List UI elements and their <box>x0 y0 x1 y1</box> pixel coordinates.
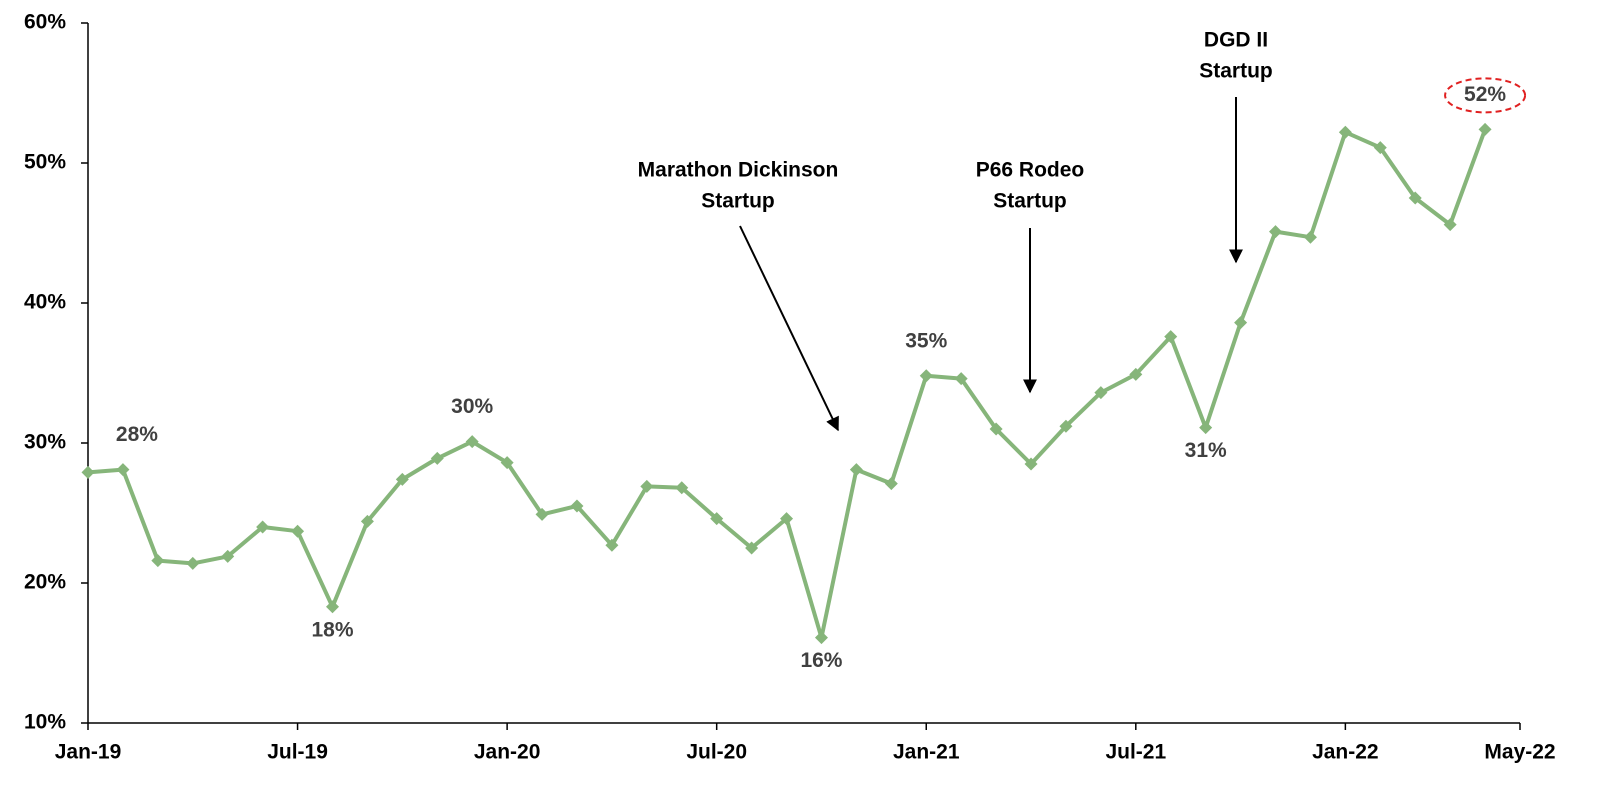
annotation-arrow <box>739 225 839 432</box>
data-point <box>1303 230 1317 244</box>
x-tick-label: Jan-19 <box>55 741 122 764</box>
data-label: 35% <box>905 329 947 352</box>
data-point <box>814 631 828 645</box>
data-point <box>745 541 759 555</box>
data-point <box>395 472 409 486</box>
data-point <box>430 451 444 465</box>
data-point <box>849 463 863 477</box>
annotation-text: DGD II <box>1204 29 1268 52</box>
data-point <box>1164 330 1178 344</box>
x-tick-label: Jul-19 <box>267 741 328 764</box>
y-tick-label: 30% <box>24 431 66 454</box>
data-label: 31% <box>1185 439 1227 462</box>
data-point <box>535 507 549 521</box>
x-tick-label: Jan-21 <box>893 741 960 764</box>
data-point <box>116 463 130 477</box>
data-point <box>221 549 235 563</box>
data-point <box>465 435 479 449</box>
data-label: 18% <box>311 618 353 641</box>
annotation-text: Startup <box>1199 60 1273 83</box>
data-point <box>1024 457 1038 471</box>
data-point <box>954 372 968 386</box>
y-tick-label: 20% <box>24 571 66 594</box>
data-label: 28% <box>116 423 158 446</box>
annotation-text: P66 Rodeo <box>976 159 1085 182</box>
x-tick-label: Jul-20 <box>686 741 747 764</box>
data-point <box>291 524 305 538</box>
annotation-text: Startup <box>701 190 775 213</box>
data-point <box>675 481 689 495</box>
annotation-text: Marathon Dickinson <box>638 159 839 182</box>
data-label: 52% <box>1464 83 1506 106</box>
data-line <box>87 128 1487 640</box>
data-point <box>884 477 898 491</box>
data-point <box>1129 367 1143 381</box>
data-point <box>256 520 270 534</box>
data-point <box>151 554 165 568</box>
y-tick-label: 40% <box>24 291 66 314</box>
data-point <box>989 422 1003 436</box>
data-label: 16% <box>800 649 842 672</box>
data-point <box>186 556 200 570</box>
data-point <box>1269 225 1283 239</box>
data-point <box>919 369 933 383</box>
data-point <box>1234 316 1248 330</box>
data-point <box>1094 386 1108 400</box>
data-point <box>1443 218 1457 232</box>
x-tick-label: Jan-20 <box>474 741 541 764</box>
y-tick-label: 60% <box>24 11 66 34</box>
data-point <box>360 514 374 528</box>
y-tick-label: 50% <box>24 151 66 174</box>
data-point <box>500 456 514 470</box>
data-point <box>1059 419 1073 433</box>
x-tick-label: May-22 <box>1484 741 1555 764</box>
x-tick-label: Jan-22 <box>1312 741 1379 764</box>
y-tick-label: 10% <box>24 711 66 734</box>
data-point <box>710 512 724 526</box>
data-point <box>325 600 339 614</box>
highlight-ellipse <box>1444 77 1527 114</box>
data-label: 30% <box>451 395 493 418</box>
annotation-text: Startup <box>993 190 1067 213</box>
x-tick-label: Jul-21 <box>1105 741 1166 764</box>
data-point <box>570 499 584 513</box>
data-point <box>1373 141 1387 155</box>
data-point <box>1199 421 1213 435</box>
data-point <box>81 465 95 479</box>
data-point <box>780 512 794 526</box>
data-point <box>1408 191 1422 205</box>
data-point <box>1478 122 1492 136</box>
data-point <box>605 538 619 552</box>
data-point <box>640 479 654 493</box>
data-point <box>1338 125 1352 139</box>
